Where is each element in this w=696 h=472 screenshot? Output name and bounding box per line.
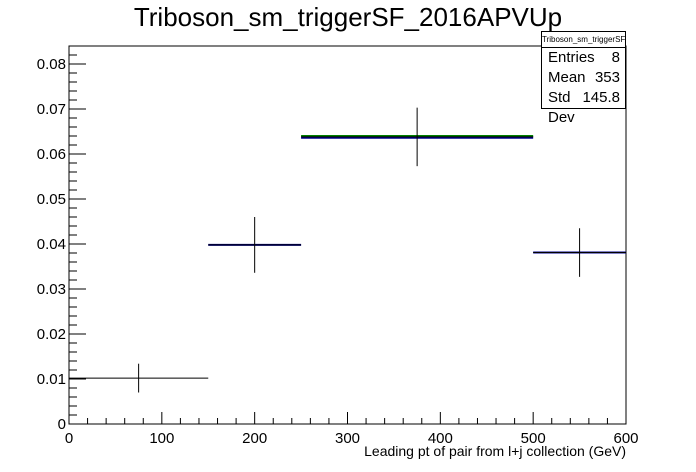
stats-std-value: 145.8	[582, 89, 620, 106]
stats-box: Triboson_sm_triggerSF_2016APVUp Entries …	[541, 31, 626, 126]
x-axis-label: Leading pt of pair from l+j collection (…	[364, 443, 626, 459]
y-tick-label: 0.03	[37, 281, 66, 298]
y-tick-label: 0.08	[37, 56, 66, 73]
y-tick-label: 0.02	[37, 326, 66, 343]
y-tick-label: 0.07	[37, 101, 66, 118]
stats-mean-label: Mean	[548, 69, 586, 86]
stats-mean-value: 353	[594, 69, 620, 86]
stats-row-mean: Mean 353	[542, 68, 625, 88]
y-tick-label: 0.04	[37, 236, 66, 253]
y-tick-label: 0.05	[37, 191, 66, 208]
x-tick-label: 600	[613, 430, 638, 447]
stats-entries-label: Entries	[548, 49, 595, 66]
stats-std-label: Std Dev	[548, 89, 575, 126]
x-tick-label: 0	[65, 430, 73, 447]
stats-row-std-dev: Std Dev 145.8	[542, 88, 625, 126]
stats-entries-value: 8	[611, 49, 620, 66]
x-tick-label: 100	[149, 430, 174, 447]
x-tick-label: 400	[428, 430, 453, 447]
x-tick-label: 300	[335, 430, 360, 447]
chart-title: Triboson_sm_triggerSF_2016APVUp	[133, 2, 563, 32]
stats-box-name: Triboson_sm_triggerSF_2016APVUp	[542, 32, 625, 48]
x-tick-label: 200	[242, 430, 267, 447]
y-tick-label: 0.01	[37, 371, 66, 388]
stats-row-entries: Entries 8	[542, 48, 625, 68]
y-tick-label: 0	[58, 416, 66, 433]
y-tick-label: 0.06	[37, 146, 66, 163]
x-tick-label: 500	[521, 430, 546, 447]
